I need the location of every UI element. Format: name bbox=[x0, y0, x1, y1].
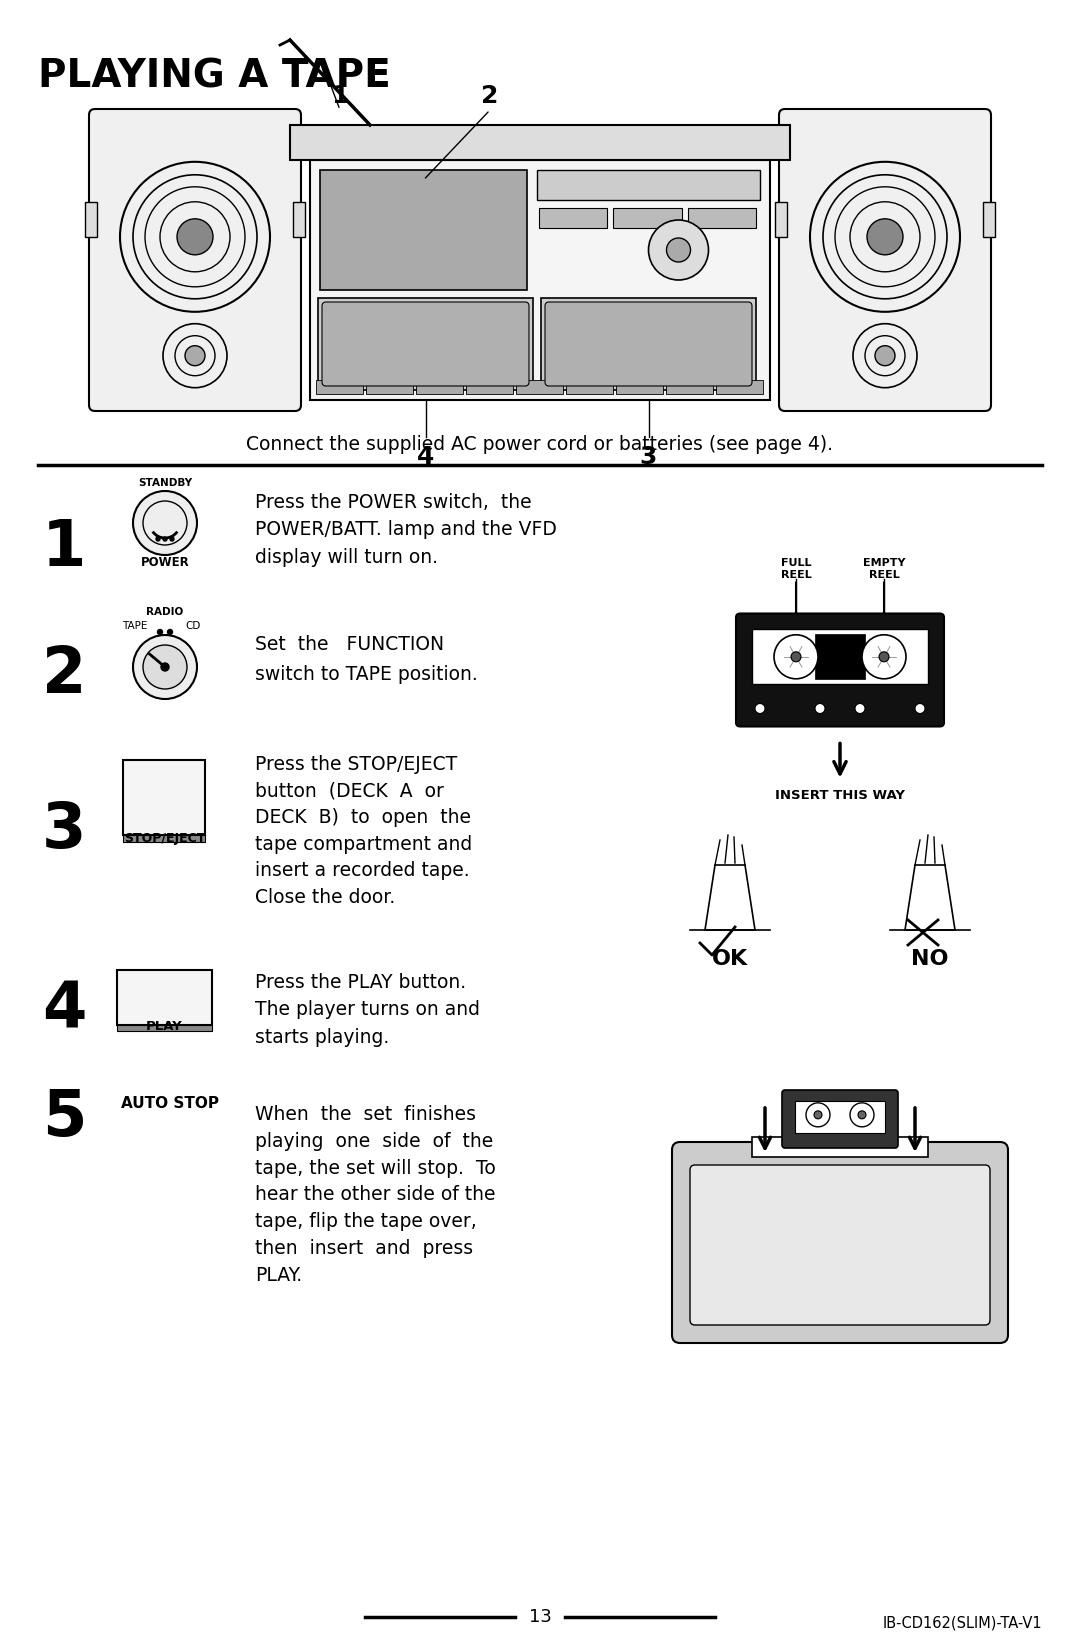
FancyBboxPatch shape bbox=[322, 302, 529, 386]
Circle shape bbox=[867, 219, 903, 255]
Bar bbox=[123, 835, 205, 842]
Circle shape bbox=[167, 630, 173, 635]
Bar bbox=[318, 298, 534, 390]
Text: STANDBY: STANDBY bbox=[138, 478, 192, 488]
Circle shape bbox=[774, 635, 818, 679]
Bar bbox=[752, 630, 928, 684]
Text: 1: 1 bbox=[332, 84, 349, 109]
Bar bbox=[85, 202, 97, 237]
Circle shape bbox=[170, 538, 174, 541]
Bar bbox=[815, 635, 865, 679]
Text: Press the STOP/EJECT
button  (DECK  A  or
DECK  B)  to  open  the
tape compartme: Press the STOP/EJECT button (DECK A or D… bbox=[255, 755, 472, 906]
FancyBboxPatch shape bbox=[782, 1090, 897, 1148]
Bar bbox=[516, 380, 563, 395]
Circle shape bbox=[177, 219, 213, 255]
Text: 2: 2 bbox=[42, 644, 86, 705]
Circle shape bbox=[133, 492, 197, 556]
Circle shape bbox=[666, 238, 690, 261]
Text: 1: 1 bbox=[42, 516, 86, 579]
FancyBboxPatch shape bbox=[735, 613, 944, 727]
Bar bbox=[316, 380, 363, 395]
Bar bbox=[416, 380, 463, 395]
Bar bbox=[117, 970, 212, 1024]
Text: 13: 13 bbox=[528, 1608, 552, 1626]
Text: TAPE: TAPE bbox=[122, 621, 148, 631]
Circle shape bbox=[158, 630, 162, 635]
FancyBboxPatch shape bbox=[672, 1143, 1008, 1343]
Bar bbox=[366, 380, 413, 395]
Text: OK: OK bbox=[712, 949, 748, 968]
Bar bbox=[616, 380, 663, 395]
Bar bbox=[310, 159, 770, 399]
Circle shape bbox=[133, 635, 197, 699]
Circle shape bbox=[850, 1103, 874, 1126]
Text: STOP/EJECT: STOP/EJECT bbox=[124, 832, 205, 845]
Text: 4: 4 bbox=[42, 978, 86, 1041]
Circle shape bbox=[855, 704, 865, 713]
Bar bbox=[775, 202, 787, 237]
Text: AUTO STOP: AUTO STOP bbox=[121, 1097, 219, 1111]
Text: Press the PLAY button.
The player turns on and
starts playing.: Press the PLAY button. The player turns … bbox=[255, 973, 480, 1047]
Circle shape bbox=[755, 704, 765, 713]
Circle shape bbox=[791, 651, 801, 663]
Circle shape bbox=[648, 220, 708, 279]
Polygon shape bbox=[705, 865, 755, 931]
Bar bbox=[541, 298, 756, 390]
Circle shape bbox=[879, 651, 889, 663]
Bar bbox=[752, 1138, 928, 1157]
Circle shape bbox=[862, 635, 906, 679]
Circle shape bbox=[185, 345, 205, 365]
Text: IB-CD162(SLIM)-TA-V1: IB-CD162(SLIM)-TA-V1 bbox=[882, 1616, 1042, 1631]
Text: RADIO: RADIO bbox=[147, 607, 184, 616]
Bar bbox=[716, 380, 762, 395]
Polygon shape bbox=[905, 865, 955, 931]
Bar bbox=[539, 209, 607, 229]
Text: PLAYING A TAPE: PLAYING A TAPE bbox=[38, 58, 391, 95]
Bar bbox=[117, 1024, 212, 1031]
Circle shape bbox=[143, 644, 187, 689]
Bar bbox=[566, 380, 613, 395]
Text: EMPTY
REEL: EMPTY REEL bbox=[863, 557, 905, 579]
Bar bbox=[537, 169, 760, 201]
Bar bbox=[666, 380, 713, 395]
FancyBboxPatch shape bbox=[779, 109, 991, 411]
Text: When  the  set  finishes
playing  one  side  of  the
tape, the set will stop.  T: When the set finishes playing one side o… bbox=[255, 1105, 496, 1286]
Bar bbox=[123, 760, 205, 835]
Circle shape bbox=[814, 1111, 822, 1120]
Circle shape bbox=[161, 663, 168, 671]
Text: 2: 2 bbox=[482, 84, 499, 109]
Text: Connect the supplied AC power cord or batteries (see page 4).: Connect the supplied AC power cord or ba… bbox=[246, 436, 834, 454]
Text: 4: 4 bbox=[417, 446, 434, 469]
Bar bbox=[465, 380, 513, 395]
Circle shape bbox=[806, 1103, 831, 1126]
Bar bbox=[983, 202, 995, 237]
Circle shape bbox=[815, 704, 825, 713]
Circle shape bbox=[915, 704, 924, 713]
Text: FULL
REEL: FULL REEL bbox=[781, 557, 811, 579]
Text: 3: 3 bbox=[42, 799, 86, 861]
Circle shape bbox=[875, 345, 895, 365]
Bar bbox=[291, 125, 789, 159]
Circle shape bbox=[858, 1111, 866, 1120]
Bar bbox=[613, 209, 681, 229]
FancyBboxPatch shape bbox=[89, 109, 301, 411]
Text: NO: NO bbox=[912, 949, 948, 968]
Bar bbox=[293, 202, 305, 237]
Bar bbox=[688, 209, 756, 229]
Text: 5: 5 bbox=[42, 1087, 86, 1149]
Text: Set  the   FUNCTION
switch to TAPE position.: Set the FUNCTION switch to TAPE position… bbox=[255, 635, 477, 684]
FancyBboxPatch shape bbox=[545, 302, 752, 386]
Circle shape bbox=[156, 538, 160, 541]
Text: Press the POWER switch,  the
POWER/BATT. lamp and the VFD
display will turn on.: Press the POWER switch, the POWER/BATT. … bbox=[255, 493, 557, 567]
Bar bbox=[795, 1101, 885, 1133]
Text: POWER: POWER bbox=[140, 556, 189, 569]
Text: PLAY: PLAY bbox=[146, 1019, 183, 1032]
Text: 3: 3 bbox=[639, 446, 658, 469]
FancyBboxPatch shape bbox=[690, 1166, 990, 1325]
Text: INSERT THIS WAY: INSERT THIS WAY bbox=[775, 789, 905, 802]
Bar bbox=[320, 169, 527, 289]
Circle shape bbox=[163, 538, 167, 541]
Text: CD: CD bbox=[186, 621, 201, 631]
